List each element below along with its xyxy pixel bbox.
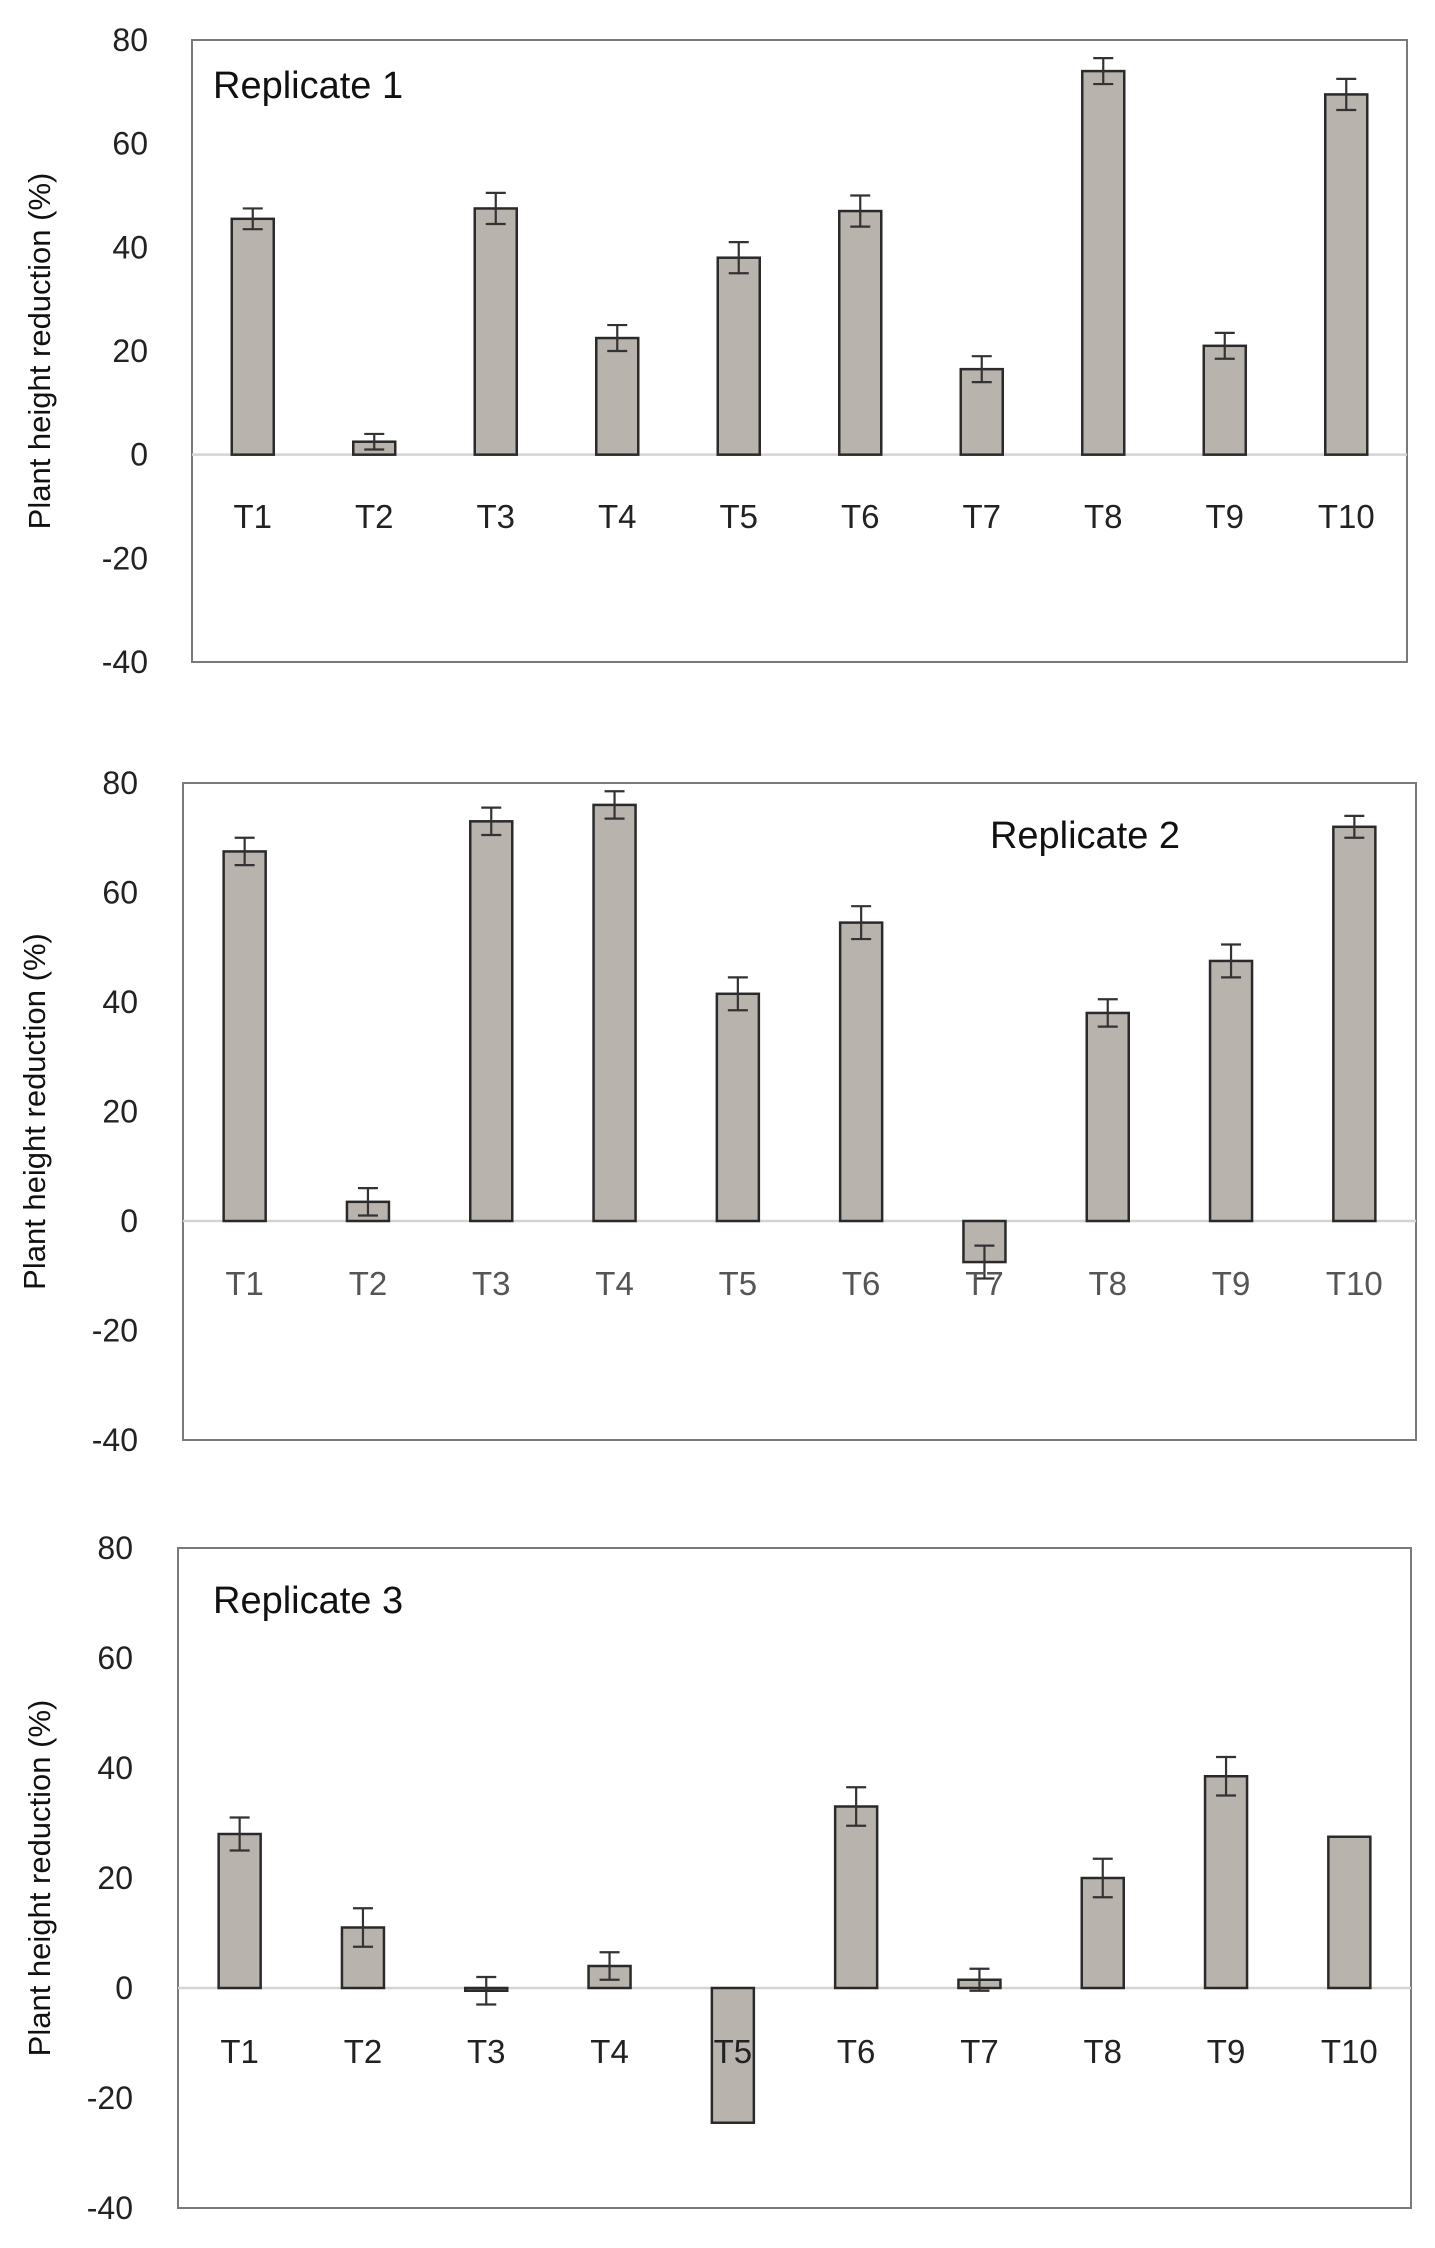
chart-3-category-label: T8 xyxy=(1083,2033,1122,2070)
chart-3-category-label: T2 xyxy=(344,2033,383,2070)
chart-3-bar-T9 xyxy=(1203,1775,1249,1990)
chart-3-bar-T10 xyxy=(1327,1835,1372,1990)
chart-2-category-label: T4 xyxy=(595,1265,634,1302)
chart-1-bar-T9 xyxy=(1202,344,1247,456)
chart-2-category-label: T3 xyxy=(472,1265,511,1302)
chart-2-category-label: T5 xyxy=(719,1265,758,1302)
chart-2-bar-T6 xyxy=(838,921,884,1223)
chart-1-ytick-label: 60 xyxy=(112,126,148,162)
chart-2-bar-T5 xyxy=(715,992,761,1223)
chart-1-ytick-label: -40 xyxy=(102,644,148,680)
chart-2-title: Replicate 2 xyxy=(990,815,1180,857)
chart-2-category-label: T10 xyxy=(1326,1265,1383,1302)
chart-2-ytick-label: 80 xyxy=(102,765,138,801)
chart-2-category-label: T9 xyxy=(1212,1265,1251,1302)
chart-1-ytick-label: -20 xyxy=(102,540,148,576)
chart-1-category-label: T1 xyxy=(233,498,272,535)
chart-2-bar-T3 xyxy=(469,820,514,1223)
chart-3-category-label: T1 xyxy=(220,2033,259,2070)
chart-1-bar-T10 xyxy=(1324,93,1369,456)
chart-2-y-axis-label: Plant height reduction (%) xyxy=(17,933,52,1290)
chart-2-bar-T1 xyxy=(222,850,267,1223)
chart-3-ytick-label: -40 xyxy=(87,2190,133,2226)
chart-2-category-label: T8 xyxy=(1088,1265,1127,1302)
chart-2-ytick-label: 40 xyxy=(102,984,138,1020)
chart-3-bar-T5 xyxy=(710,1986,756,2124)
chart-2-bar-T8 xyxy=(1085,1011,1130,1223)
chart-1-category-label: T6 xyxy=(841,498,880,535)
chart-3-bar-T1 xyxy=(217,1832,262,1990)
chart-3-category-label: T10 xyxy=(1321,2033,1378,2070)
chart-3-category-label: T3 xyxy=(467,2033,506,2070)
chart-3-ytick-label: 20 xyxy=(97,1860,133,1896)
chart-2-category-label: T7 xyxy=(965,1265,1004,1302)
chart-2-bar-T10 xyxy=(1332,825,1377,1223)
chart-2-category-label: T1 xyxy=(225,1265,264,1302)
chart-1-ytick-label: 80 xyxy=(112,22,148,58)
chart-2-bar-T9 xyxy=(1208,959,1254,1223)
chart-2-category-label: T6 xyxy=(842,1265,881,1302)
chart-3-ytick-label: 0 xyxy=(115,1970,133,2006)
chart-2-bar-T4 xyxy=(592,803,637,1223)
chart-3-ytick-label: 80 xyxy=(97,1530,133,1566)
chart-1-category-label: T4 xyxy=(598,498,637,535)
chart-1-category-label: T5 xyxy=(719,498,758,535)
chart-1-bar-T1 xyxy=(230,217,275,456)
chart-3-ytick-label: -20 xyxy=(87,2080,133,2116)
chart-1-category-label: T8 xyxy=(1084,498,1123,535)
chart-1-ytick-label: 0 xyxy=(130,437,148,473)
chart-3-y-axis-label: Plant height reduction (%) xyxy=(22,1700,57,2057)
chart-1-plot-frame xyxy=(191,39,1408,663)
chart-3-ytick-label: 60 xyxy=(97,1640,133,1676)
chart-1-bar-T5 xyxy=(716,256,761,456)
chart-3-category-label: T9 xyxy=(1207,2033,1246,2070)
chart-3-category-label: T7 xyxy=(960,2033,999,2070)
chart-2-plot-frame xyxy=(182,782,1417,1441)
chart-2-category-label: T2 xyxy=(349,1265,388,1302)
chart-1-category-label: T7 xyxy=(962,498,1001,535)
chart-3-bar-T6 xyxy=(833,1805,879,1990)
chart-1-y-axis-label: Plant height reduction (%) xyxy=(22,173,57,530)
chart-1-bar-T6 xyxy=(838,209,883,456)
chart-1-bar-T7 xyxy=(959,367,1004,456)
chart-1-title: Replicate 1 xyxy=(213,65,403,107)
chart-1-bar-T3 xyxy=(473,207,518,456)
chart-2-ytick-label: -40 xyxy=(92,1422,138,1458)
chart-1-ytick-label: 40 xyxy=(112,229,148,265)
chart-2-ytick-label: 0 xyxy=(120,1203,138,1239)
chart-1-category-label: T10 xyxy=(1318,498,1375,535)
chart-3-category-label: T6 xyxy=(837,2033,876,2070)
chart-3-category-label: T5 xyxy=(714,2033,753,2070)
chart-1-bar-T4 xyxy=(595,336,640,456)
chart-1-category-label: T9 xyxy=(1205,498,1244,535)
chart-1-bar-T8 xyxy=(1081,69,1126,456)
chart-2-ytick-label: 60 xyxy=(102,875,138,911)
chart-3-ytick-label: 40 xyxy=(97,1750,133,1786)
chart-1-category-label: T2 xyxy=(355,498,394,535)
chart-3-title: Replicate 3 xyxy=(213,1580,403,1622)
chart-1-category-label: T3 xyxy=(476,498,515,535)
chart-3-category-label: T4 xyxy=(590,2033,629,2070)
chart-1-ytick-label: 20 xyxy=(112,333,148,369)
chart-2-ytick-label: -20 xyxy=(92,1313,138,1349)
chart-2-ytick-label: 20 xyxy=(102,1094,138,1130)
chart-3-plot-frame xyxy=(177,1547,1412,2209)
